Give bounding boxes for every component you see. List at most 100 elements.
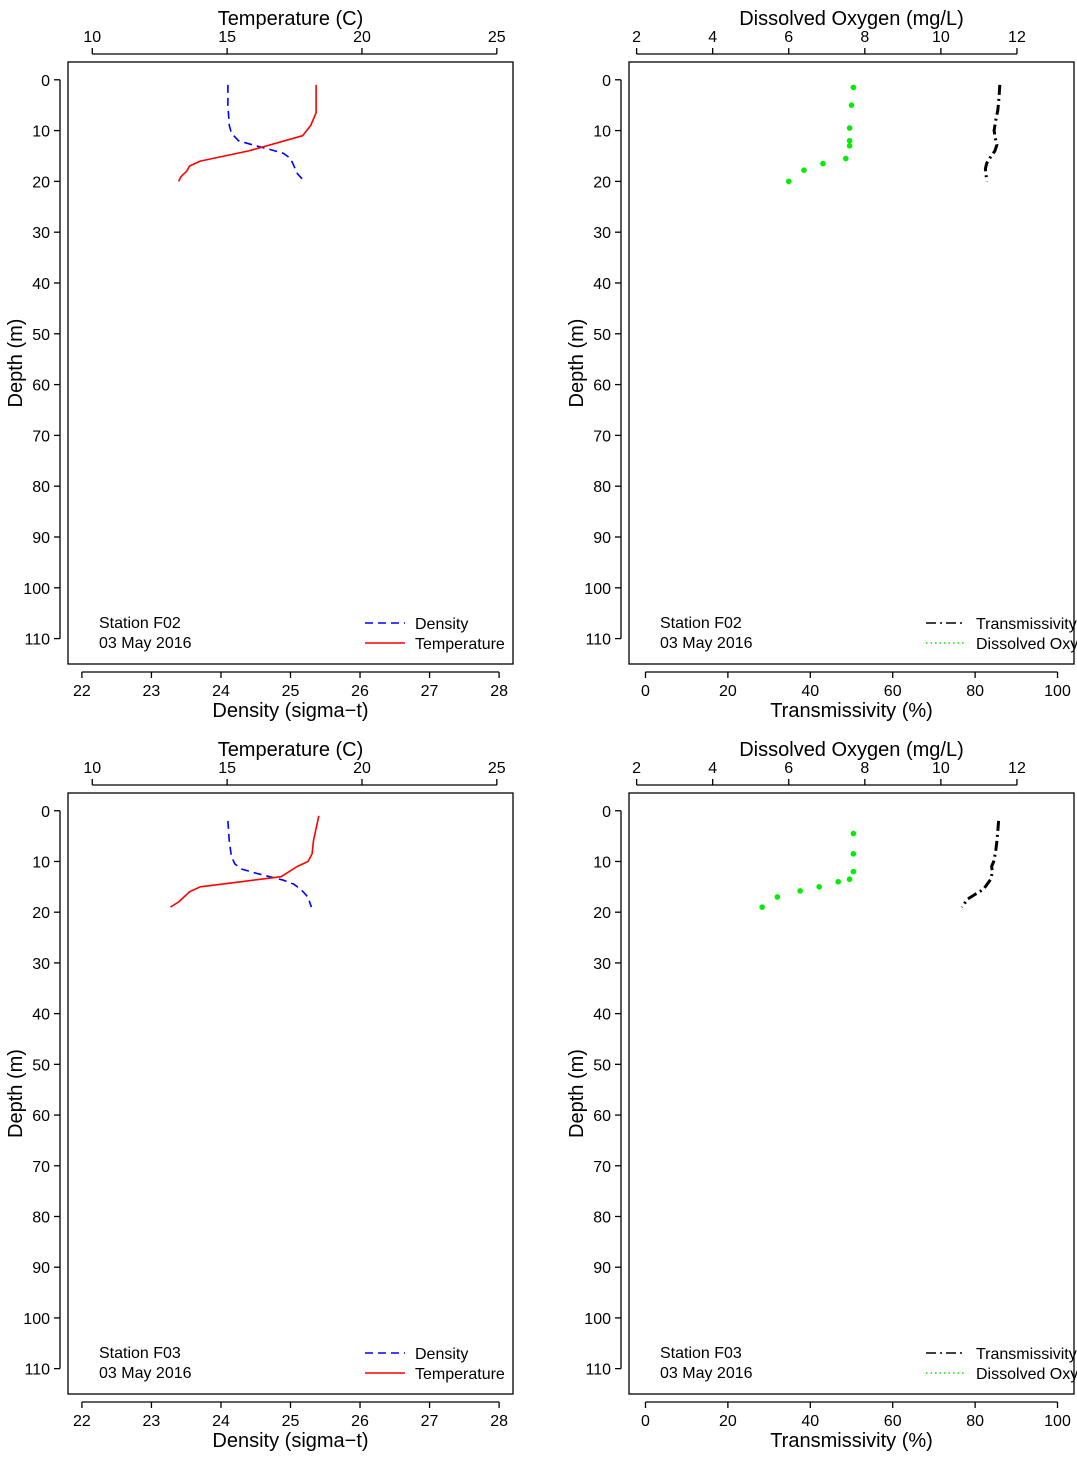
legend-label: Dissolved Oxygen	[976, 636, 1077, 653]
y-tick-label: 30	[32, 225, 50, 242]
series-point-dissolved-oxygen	[846, 125, 853, 131]
y-tick-label: 90	[593, 1260, 611, 1277]
y-tick-label: 60	[593, 378, 611, 395]
y-tick-label: 0	[41, 73, 50, 90]
y-tick-label: 30	[593, 956, 611, 973]
station-label: Station F02	[660, 615, 742, 632]
bottom-tick-label: 80	[966, 1413, 984, 1430]
series-point-dissolved-oxygen	[759, 904, 765, 910]
y-tick-label: 70	[593, 428, 611, 445]
y-tick-label: 10	[32, 854, 50, 871]
station-label: Station F03	[99, 1345, 181, 1362]
series-point-dissolved-oxygen	[801, 167, 807, 174]
bottom-tick-label: 20	[719, 683, 737, 700]
legend-label: Transmissivity	[976, 616, 1077, 633]
bottom-tick-label: 0	[641, 683, 650, 700]
date-label: 03 May 2016	[99, 635, 192, 652]
bottom-tick-label: 80	[966, 683, 984, 700]
date-label: 03 May 2016	[660, 635, 753, 652]
series-line-temperature	[170, 815, 320, 908]
y-tick-label: 60	[32, 1108, 50, 1125]
legend-label: Density	[415, 616, 468, 633]
top-tick-label: 20	[353, 760, 371, 777]
top-axis-title: Dissolved Oxygen (mg/L)	[739, 739, 964, 761]
top-tick-label: 4	[708, 29, 717, 46]
bottom-tick-label: 25	[282, 1413, 300, 1430]
y-tick-label: 10	[593, 124, 611, 141]
y-tick-label: 0	[602, 73, 611, 90]
y-tick-label: 10	[593, 854, 611, 871]
legend-label: Density	[415, 1346, 468, 1363]
legend-label: Temperature	[415, 1366, 505, 1383]
y-tick-label: 80	[593, 479, 611, 496]
series-point-dissolved-oxygen	[846, 876, 853, 883]
chart-panel-3: 0 10 20 30 40 50 60 70 80 90 100 110 Depth (m) 22 23 24…	[5, 739, 514, 1452]
bottom-tick-label: 22	[73, 1413, 91, 1430]
series-point-dissolved-oxygen	[842, 155, 849, 162]
bottom-tick-label: 100	[1044, 683, 1071, 700]
y-tick-label: 100	[584, 1311, 611, 1328]
top-tick-label: 10	[83, 760, 101, 777]
top-axis-title: Dissolved Oxygen (mg/L)	[739, 8, 964, 30]
y-tick-label: 80	[32, 1209, 50, 1226]
y-tick-label: 80	[593, 1209, 611, 1226]
plot-frame	[628, 61, 1075, 665]
bottom-tick-label: 23	[143, 683, 161, 700]
series-point-dissolved-oxygen	[850, 84, 857, 91]
bottom-tick-label: 27	[421, 1413, 439, 1430]
y-tick-label: 20	[32, 174, 50, 191]
y-tick-label: 30	[593, 225, 611, 242]
bottom-tick-label: 60	[884, 683, 902, 700]
y-tick-label: 20	[593, 905, 611, 922]
y-tick-label: 40	[593, 1007, 611, 1024]
y-tick-label: 20	[593, 174, 611, 191]
bottom-tick-label: 28	[490, 683, 508, 700]
series-point-dissolved-oxygen	[774, 894, 781, 900]
legend-label: Dissolved Oxygen	[976, 1366, 1077, 1383]
series-point-dissolved-oxygen	[850, 830, 857, 837]
top-tick-label: 8	[860, 29, 869, 46]
bottom-tick-label: 27	[421, 683, 439, 700]
y-tick-label: 50	[593, 327, 611, 344]
series-point-dissolved-oxygen	[816, 884, 822, 890]
y-tick-label: 90	[32, 530, 50, 547]
series-line-transmissivity	[960, 820, 1001, 909]
series-point-dissolved-oxygen	[850, 851, 857, 857]
y-tick-label: 50	[32, 1057, 50, 1074]
bottom-tick-label: 26	[351, 1413, 369, 1430]
top-tick-label: 15	[218, 760, 236, 777]
chart-panel-4: 0 10 20 30 40 50 60 70 80 90 100 110 Depth (m) 0 20 40 6…	[566, 739, 1077, 1452]
top-tick-label: 12	[1008, 29, 1026, 46]
bottom-axis-title: Density (sigma−t)	[212, 1430, 368, 1452]
series-point-dissolved-oxygen	[797, 888, 803, 894]
y-tick-label: 100	[23, 1311, 50, 1328]
series-point-dissolved-oxygen	[835, 878, 841, 885]
series-line-density	[227, 84, 305, 182]
y-tick-label: 100	[23, 581, 50, 598]
bottom-tick-label: 60	[884, 1413, 902, 1430]
y-tick-label: 10	[32, 124, 50, 141]
top-tick-label: 8	[860, 760, 869, 777]
date-label: 03 May 2016	[99, 1365, 192, 1382]
top-axis-title: Temperature (C)	[218, 8, 364, 30]
top-tick-label: 6	[784, 29, 793, 46]
series-point-dissolved-oxygen	[820, 160, 826, 167]
bottom-tick-label: 26	[351, 683, 369, 700]
y-tick-label: 90	[593, 530, 611, 547]
bottom-tick-label: 0	[641, 1413, 650, 1430]
series-line-temperature	[177, 84, 317, 182]
station-label: Station F02	[99, 615, 181, 632]
y-tick-label: 70	[32, 428, 50, 445]
y-axis-title: Depth (m)	[5, 1049, 27, 1138]
top-tick-label: 12	[1008, 760, 1026, 777]
series-point-dissolved-oxygen	[846, 143, 853, 149]
y-tick-label: 110	[24, 1362, 50, 1379]
y-tick-label: 60	[593, 1108, 611, 1125]
bottom-tick-label: 24	[212, 1413, 230, 1430]
series-point-dissolved-oxygen	[848, 102, 855, 108]
series-line-density	[227, 820, 313, 908]
y-tick-label: 110	[585, 1362, 611, 1379]
y-axis-title: Depth (m)	[566, 1049, 588, 1138]
y-tick-label: 40	[593, 276, 611, 293]
